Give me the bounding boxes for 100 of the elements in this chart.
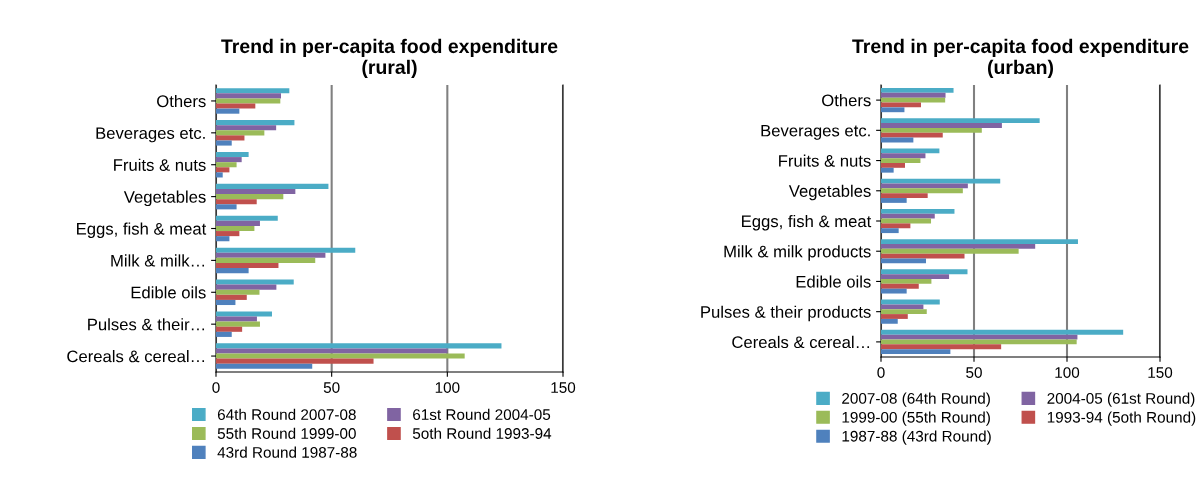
legend-label: 55th Round 1999-00 bbox=[217, 427, 356, 439]
y-tick-label: Edible oils bbox=[131, 286, 206, 299]
bar bbox=[881, 318, 898, 324]
y-tick-label: Milk & milk… bbox=[111, 254, 205, 267]
bar bbox=[881, 283, 919, 289]
bar bbox=[216, 215, 278, 221]
bar bbox=[216, 120, 295, 126]
bar bbox=[881, 127, 982, 133]
bar bbox=[881, 228, 899, 234]
x-tick-label: 0 bbox=[877, 367, 885, 378]
bar bbox=[881, 193, 928, 199]
legend-label: 1987-88 (43rd Round) bbox=[842, 430, 991, 445]
bar bbox=[881, 178, 1001, 184]
y-tick-label: Milk & milk products bbox=[724, 245, 871, 261]
bar bbox=[216, 284, 277, 290]
bar bbox=[216, 151, 249, 158]
bar bbox=[216, 236, 230, 242]
bar bbox=[881, 329, 1124, 335]
bar bbox=[216, 98, 281, 104]
x-tick-label: 150 bbox=[1148, 367, 1173, 378]
legend-label: 1999-00 (55th Round) bbox=[842, 411, 990, 426]
bar bbox=[216, 247, 356, 253]
bar bbox=[216, 257, 316, 263]
bar bbox=[881, 188, 963, 194]
bar bbox=[881, 167, 894, 173]
y-tick-label: Eggs, fish & meat bbox=[77, 222, 207, 238]
y-tick-label: Pulses & their products bbox=[701, 305, 871, 322]
bar bbox=[881, 274, 950, 280]
bar bbox=[216, 363, 313, 369]
y-tick-label: Beverages etc. bbox=[761, 124, 870, 140]
bar bbox=[881, 158, 921, 163]
y-tick-label: Beverages etc. bbox=[96, 127, 205, 143]
bar bbox=[881, 243, 1036, 249]
bar bbox=[216, 135, 245, 141]
bar bbox=[216, 103, 256, 109]
y-tick-label: Fruits & nuts bbox=[114, 158, 206, 171]
bar bbox=[881, 198, 907, 203]
bar bbox=[216, 252, 326, 258]
bar bbox=[216, 204, 237, 210]
bar bbox=[216, 188, 296, 195]
bar bbox=[216, 353, 465, 359]
bar bbox=[216, 220, 260, 226]
bar bbox=[216, 88, 290, 94]
y-tick-label: Edible oils bbox=[796, 275, 871, 288]
bar bbox=[881, 148, 940, 154]
bar bbox=[216, 279, 294, 285]
bar bbox=[881, 153, 926, 159]
bar bbox=[216, 358, 374, 364]
legend-label: 1993-94 (5oth Round) bbox=[1047, 411, 1196, 426]
bar bbox=[216, 311, 272, 317]
bar bbox=[881, 132, 943, 138]
y-tick-label: Vegetables bbox=[123, 190, 206, 207]
bar bbox=[881, 162, 905, 168]
bar bbox=[216, 343, 502, 349]
y-tick-label: Fruits & nuts bbox=[779, 154, 871, 167]
bar bbox=[216, 268, 249, 274]
bar bbox=[216, 348, 448, 354]
bar bbox=[216, 140, 232, 146]
bar bbox=[881, 269, 968, 275]
legend-label: 2004-05 (61st Round) bbox=[1047, 392, 1195, 407]
bar bbox=[216, 299, 236, 306]
y-tick-label: Cereals & cereal… bbox=[732, 335, 870, 349]
bar bbox=[216, 108, 240, 114]
bar bbox=[881, 213, 935, 219]
x-tick-label: 100 bbox=[435, 382, 460, 393]
bar bbox=[216, 167, 230, 173]
bar bbox=[881, 118, 1040, 124]
y-tick-label: Others bbox=[822, 94, 871, 107]
bar bbox=[216, 321, 260, 327]
bar bbox=[216, 93, 281, 99]
bar bbox=[881, 97, 946, 103]
bar bbox=[881, 344, 1002, 350]
bar bbox=[881, 107, 905, 113]
bar bbox=[216, 172, 223, 178]
chart-title: Trend in per-capita food expenditure (urban) bbox=[852, 38, 1189, 78]
legend-label: 43rd Round 1987-88 bbox=[217, 446, 357, 458]
x-tick-label: 50 bbox=[966, 367, 982, 378]
bar bbox=[881, 349, 951, 354]
bar bbox=[881, 304, 924, 310]
bar bbox=[216, 262, 279, 269]
bar bbox=[881, 88, 954, 93]
chart-title: Trend in per-capita food expenditure (rural) bbox=[221, 38, 558, 78]
y-tick-label: Others bbox=[157, 94, 206, 108]
bar bbox=[881, 288, 907, 294]
x-tick-label: 0 bbox=[212, 382, 220, 393]
bar bbox=[216, 194, 284, 200]
bar bbox=[216, 125, 277, 131]
x-tick-label: 150 bbox=[551, 382, 576, 393]
x-tick-label: 100 bbox=[1055, 367, 1080, 378]
bar bbox=[216, 326, 243, 332]
bar bbox=[216, 199, 257, 205]
bar bbox=[216, 331, 232, 337]
bar bbox=[881, 314, 908, 319]
bar bbox=[881, 339, 1077, 345]
y-tick-label: Eggs, fish & meat bbox=[742, 214, 872, 231]
bar bbox=[881, 248, 1019, 254]
y-tick-label: Vegetables bbox=[788, 184, 871, 201]
bar bbox=[881, 239, 1078, 244]
bar bbox=[881, 279, 932, 284]
legend-label: 2007-08 (64th Round) bbox=[842, 392, 990, 407]
